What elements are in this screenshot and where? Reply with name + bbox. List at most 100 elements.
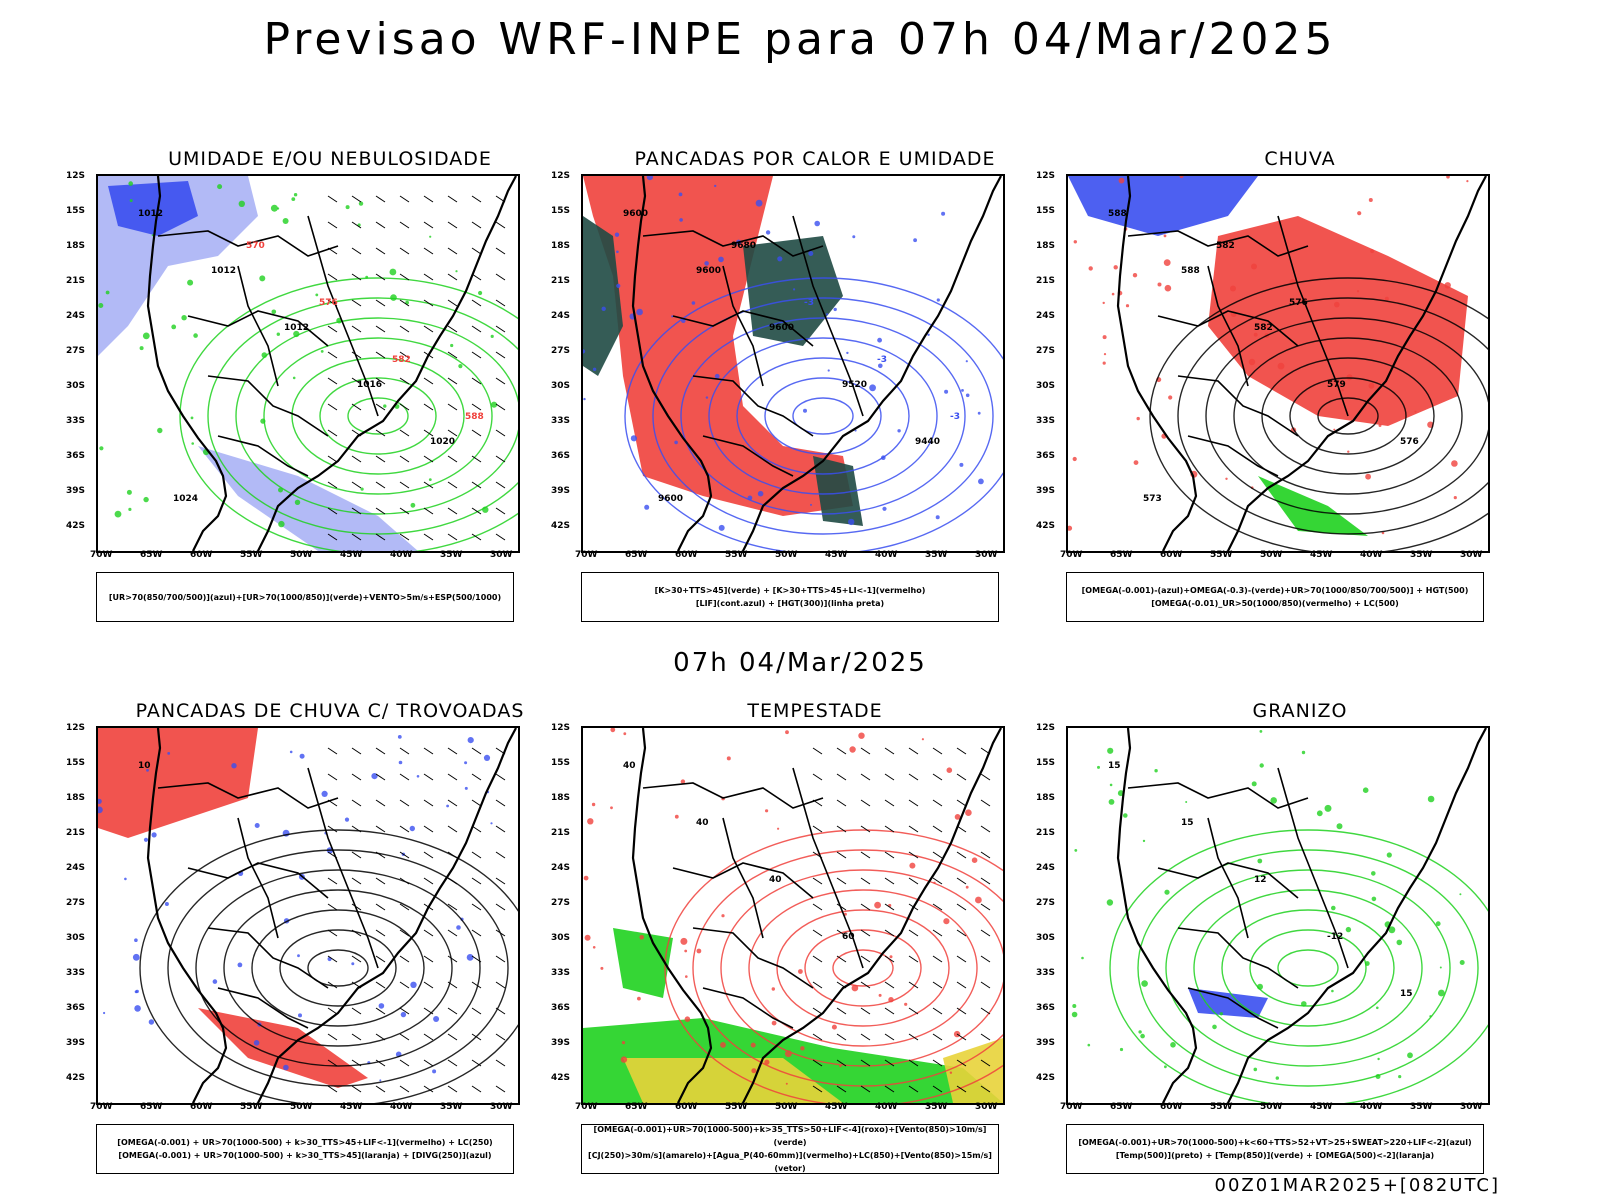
field-speckle xyxy=(490,334,494,338)
wind-vector xyxy=(932,825,943,833)
latitude-label: 24S xyxy=(551,311,571,321)
wind-vector xyxy=(495,533,506,541)
field-speckle xyxy=(827,369,830,372)
longitude-label: 55W xyxy=(1210,550,1233,560)
field-speckle xyxy=(630,435,637,442)
contour-line xyxy=(291,357,465,475)
contour-value-label: -3 xyxy=(877,355,887,365)
wind-vector xyxy=(351,299,362,307)
field-speckle xyxy=(849,746,856,753)
field-speckle xyxy=(1368,198,1373,202)
contour-value-label: 576 xyxy=(1289,298,1308,308)
field-speckle xyxy=(400,1011,407,1018)
field-speckle xyxy=(614,232,620,237)
wind-vector xyxy=(495,903,506,911)
wind-vector xyxy=(932,1085,943,1093)
field-speckle xyxy=(446,804,449,808)
field-speckle xyxy=(1164,1065,1167,1069)
field-speckle xyxy=(1334,301,1340,308)
wind-vector xyxy=(884,851,895,859)
field-speckle xyxy=(1371,871,1376,876)
longitude-label: 50W xyxy=(1260,1102,1283,1112)
field-speckle xyxy=(1119,1047,1124,1052)
field-speckle xyxy=(965,885,969,889)
political-border xyxy=(1177,375,1299,437)
field-speckle xyxy=(157,427,163,434)
field-speckle xyxy=(1185,801,1188,803)
wind-vector xyxy=(351,825,362,833)
field-speckle xyxy=(858,732,865,739)
longitude-label: 65W xyxy=(625,550,648,560)
wind-vector xyxy=(399,325,410,333)
field-speckle xyxy=(1275,1076,1279,1080)
panel-title: PANCADAS DE CHUVA C/ TROVOADAS xyxy=(135,700,525,722)
wind-vector xyxy=(375,299,386,307)
wind-vector xyxy=(471,481,482,489)
longitude-label: 30W xyxy=(975,550,998,560)
field-speckle xyxy=(1142,839,1146,843)
field-speckle xyxy=(1368,382,1375,389)
wind-vector xyxy=(860,773,871,781)
wind-vector xyxy=(327,981,338,989)
field-speckle xyxy=(679,218,683,222)
wind-vector xyxy=(423,929,434,937)
field-speckle xyxy=(927,333,930,336)
wind-vector xyxy=(423,273,434,281)
field-speckle xyxy=(718,256,724,263)
longitude-label: 45W xyxy=(825,550,848,560)
field-speckle xyxy=(616,283,621,288)
wind-vector xyxy=(908,955,919,963)
contour-line xyxy=(1177,297,1488,535)
longitude-label: 30W xyxy=(1460,550,1483,560)
contour-value-label: 9600 xyxy=(696,266,721,276)
map-tempestade: 40 40 40 60 xyxy=(581,726,1005,1105)
panel-trovoadas: PANCADAS DE CHUVA C/ TROVOADAS 10 [OMEGA… xyxy=(66,700,580,1174)
contour-line xyxy=(307,949,369,987)
field-speckle xyxy=(678,192,683,197)
wind-vector xyxy=(399,533,410,541)
legend-line: [K>30+TTS>45](verde) + [K>30+TTS>45+LI<-… xyxy=(654,586,926,595)
wind-vector xyxy=(351,851,362,859)
wind-vector xyxy=(399,877,410,885)
wind-vector xyxy=(956,877,967,885)
field-speckle xyxy=(143,837,149,842)
wind-vector xyxy=(447,195,458,203)
wind-vector xyxy=(980,903,991,911)
wind-vector xyxy=(471,851,482,859)
field-speckle xyxy=(1265,325,1269,329)
wind-vector xyxy=(932,981,943,989)
wind-vector xyxy=(495,877,506,885)
shaded-region xyxy=(583,176,853,516)
contour-line xyxy=(708,337,938,495)
field-speckle xyxy=(1377,1057,1380,1061)
panel-title: TEMPESTADE xyxy=(747,700,883,722)
longitude-label: 65W xyxy=(140,550,163,560)
political-border xyxy=(672,310,814,347)
contour-value-label: 40 xyxy=(696,818,709,828)
wind-vector xyxy=(399,247,410,255)
longitude-label: 65W xyxy=(625,1102,648,1112)
wind-vector xyxy=(884,981,895,989)
contour-line xyxy=(692,849,1003,1087)
wind-vector xyxy=(860,955,871,963)
contour-value-label: 15 xyxy=(1181,818,1194,828)
longitude-label: 65W xyxy=(1110,550,1133,560)
wind-vector xyxy=(860,1033,871,1041)
wind-vector xyxy=(884,903,895,911)
legend-line: [CJ(250)>30m/s](amarelo)+[Agua_P(40-60mm… xyxy=(588,1151,992,1173)
wind-vector xyxy=(908,981,919,989)
field-speckle xyxy=(878,363,883,369)
contour-value-label: 582 xyxy=(392,355,411,365)
political-border xyxy=(1187,435,1279,477)
wind-vector xyxy=(375,273,386,281)
field-speckle xyxy=(98,806,103,814)
wind-vector xyxy=(423,1033,434,1041)
field-speckle xyxy=(852,235,856,239)
field-speckle xyxy=(389,268,397,276)
wind-vector xyxy=(375,455,386,463)
field-speckle xyxy=(134,1005,141,1012)
legend-line: [OMEGA(-0.01)_UR>50(1000/850)(vermelho) … xyxy=(1151,599,1399,608)
field-speckle xyxy=(105,290,110,295)
wind-vector xyxy=(471,195,482,203)
latitude-label: 18S xyxy=(551,241,571,251)
